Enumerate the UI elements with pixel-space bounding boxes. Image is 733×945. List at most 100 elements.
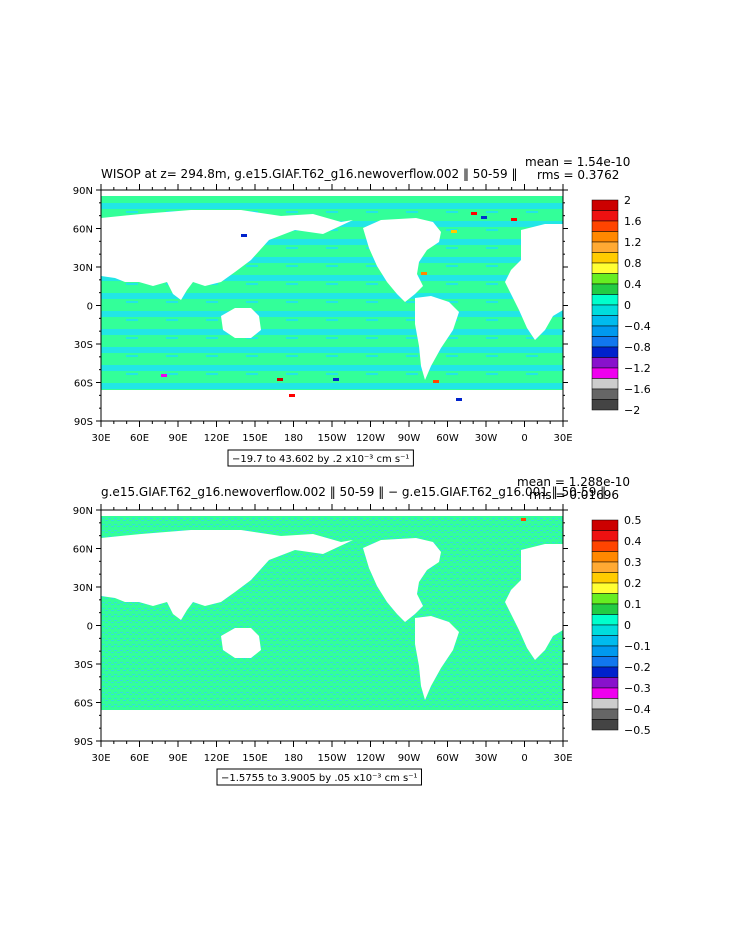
land-antarctica <box>101 710 563 741</box>
contour-range-label: −19.7 to 43.602 by .2 x10⁻³ cm s⁻¹ <box>232 454 409 465</box>
colorbar-swatch <box>591 231 619 243</box>
colorbar-swatch <box>591 325 619 337</box>
anomaly-spot <box>241 234 247 237</box>
colorbar-swatch <box>591 519 619 531</box>
colorbar-label: 0 <box>624 619 631 632</box>
colorbar-label: 1.2 <box>624 236 642 249</box>
lon-label: 120E <box>204 433 229 444</box>
colorbar-label: −0.1 <box>624 640 651 653</box>
mean-value: mean = 1.54e-10 <box>525 155 630 169</box>
colorbar-label: 0.1 <box>624 598 642 611</box>
land-europe-africa <box>505 224 563 340</box>
map-panel-1: 90N 60N 30N 0 30S 60S 90S 30E 60E 90E 120E 150E 180 1… <box>73 155 651 467</box>
lat-label: 90S <box>74 417 93 428</box>
colorbar-label: −0.4 <box>624 320 651 333</box>
colorbar-label: 0.3 <box>624 556 642 569</box>
colorbar-swatch <box>591 530 619 542</box>
colorbar: 0.5 0.4 0.3 0.2 0.1 0 −0.1 −0.2 −0.3 −0.4 −0.5 <box>591 514 651 737</box>
colorbar-label: −0.4 <box>624 703 651 716</box>
anomaly-spot <box>421 272 427 275</box>
colorbar-swatch <box>591 399 619 411</box>
land-north-america <box>363 538 441 622</box>
colorbar-label: −1.6 <box>624 383 651 396</box>
colorbar-swatch <box>591 624 619 636</box>
colorbar-swatch <box>591 357 619 369</box>
land-north-america <box>363 218 441 302</box>
colorbar-label: 0 <box>624 299 631 312</box>
contour-range-box <box>216 768 422 786</box>
anomaly-spot <box>481 216 487 219</box>
colorbar-swatch <box>591 304 619 316</box>
colorbar-swatch <box>591 551 619 563</box>
colorbar-label: 0.5 <box>624 514 642 527</box>
colorbar-swatch <box>591 593 619 605</box>
lat-label: 90N <box>73 186 93 197</box>
colorbar-swatch <box>591 645 619 657</box>
colorbar-label: −0.3 <box>624 682 651 695</box>
colorbar-swatch <box>591 677 619 689</box>
lon-label: 120E <box>204 753 229 764</box>
land-mask <box>101 510 563 741</box>
land-arctic-strip <box>101 510 563 516</box>
anomaly-spot <box>333 378 339 381</box>
colorbar: 2 1.6 1.2 0.8 0.4 0 −0.4 −0.8 −1.2 −1.6 −2 <box>591 194 651 417</box>
mean-value: mean = 1.288e-10 <box>517 475 630 489</box>
anomaly-spot <box>161 374 167 377</box>
lat-label: 60N <box>73 225 93 236</box>
colorbar-swatch <box>591 614 619 626</box>
lon-label: 90W <box>398 433 421 444</box>
anomaly-spot <box>521 518 526 521</box>
colorbar-swatch <box>591 687 619 699</box>
colorbar-swatch <box>591 635 619 647</box>
lat-label: 0 <box>87 302 93 313</box>
colorbar-label: −0.2 <box>624 661 651 674</box>
lat-label: 60S <box>74 379 93 390</box>
lon-label: 0 <box>521 433 527 444</box>
land-antarctica <box>101 390 563 421</box>
lon-label: 150W <box>318 433 347 444</box>
lat-label: 30N <box>73 583 93 594</box>
map-title: g.e15.GIAF.T62_g16.newoverflow.002 ‖ 50-… <box>101 485 606 499</box>
lat-label: 90S <box>74 737 93 748</box>
lat-label: 30S <box>74 660 93 671</box>
colorbar-label: 0.2 <box>624 577 642 590</box>
lat-label: 60S <box>74 699 93 710</box>
lon-label: 120W <box>356 753 385 764</box>
lon-label: 120W <box>356 433 385 444</box>
colorbar-label: −0.5 <box>624 724 651 737</box>
lon-label: 150W <box>318 753 347 764</box>
land-eurasia <box>101 210 353 300</box>
anomaly-spot <box>451 230 457 233</box>
colorbar-swatch <box>591 708 619 720</box>
land-eurasia <box>101 530 353 620</box>
lon-label: 30W <box>475 753 498 764</box>
colorbar-swatch <box>591 656 619 668</box>
contour-range-box <box>227 449 414 467</box>
colorbar-swatch <box>591 273 619 285</box>
colorbar-swatch <box>591 561 619 573</box>
lon-label: 180 <box>284 753 303 764</box>
lon-label: 30W <box>475 433 498 444</box>
lon-label: 90E <box>168 433 187 444</box>
lon-label: 30E <box>553 753 572 764</box>
lon-label: 180 <box>284 433 303 444</box>
colorbar-label: 0.4 <box>624 535 642 548</box>
rms-value: rms = 0.01696 <box>529 488 619 502</box>
colorbar-swatch <box>591 346 619 358</box>
colorbar-swatch <box>591 199 619 211</box>
colorbar-swatch <box>591 698 619 710</box>
anomaly-spot <box>471 212 477 215</box>
colorbar-swatch <box>591 367 619 379</box>
lon-label: 30E <box>91 433 110 444</box>
lon-label: 60W <box>436 753 459 764</box>
lat-label: 30S <box>74 340 93 351</box>
map-title: WISOP at z= 294.8m, g.e15.GIAF.T62_g16.n… <box>101 167 517 181</box>
colorbar-swatch <box>591 336 619 348</box>
lon-label: 90W <box>398 753 421 764</box>
lon-label: 150E <box>242 433 267 444</box>
land-south-america <box>415 616 459 700</box>
colorbar-swatch <box>591 220 619 232</box>
lat-label: 90N <box>73 506 93 517</box>
anomaly-spot <box>456 398 462 401</box>
anomaly-spot <box>277 378 283 381</box>
